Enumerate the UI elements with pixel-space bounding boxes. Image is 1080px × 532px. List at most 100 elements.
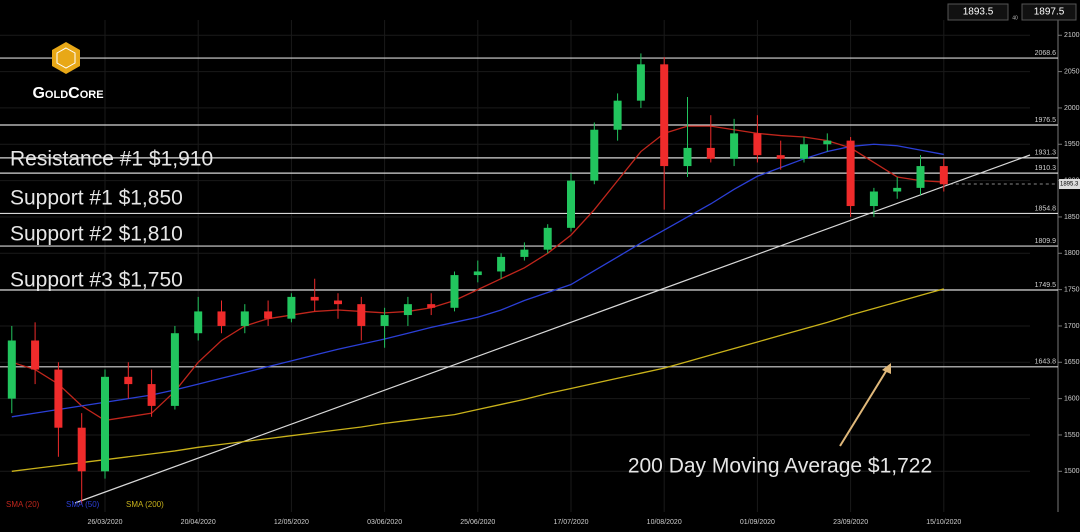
x-tick-label: 17/07/2020 — [553, 519, 588, 526]
level-label: 1809.9 — [1035, 238, 1057, 245]
y-tick-label: 1850.0 — [1064, 214, 1080, 221]
candle-body — [310, 296, 319, 301]
annotation: Support #3 $1,750 — [10, 269, 183, 292]
candle-body — [240, 311, 249, 326]
candle-body — [403, 304, 412, 316]
candle-body — [753, 133, 762, 156]
annotation: Support #1 $1,850 — [10, 187, 183, 210]
series — [11, 125, 944, 472]
y-tick-label: 1750.0 — [1064, 286, 1080, 293]
candle-body — [7, 340, 16, 399]
candle-body — [683, 147, 692, 167]
annotation-arrow — [839, 367, 889, 447]
level-label: 1976.5 — [1035, 117, 1057, 124]
x-tick-label: 10/08/2020 — [647, 519, 682, 526]
candle-body — [427, 304, 436, 308]
candle-body — [31, 340, 40, 370]
candle-body — [124, 376, 133, 385]
last-price-label: 1895.3 — [1060, 182, 1079, 188]
ask-box — [1021, 3, 1077, 21]
arrow-head — [882, 363, 891, 374]
candle-body — [194, 311, 203, 334]
x-tick-label: 03/06/2020 — [367, 519, 402, 526]
candle-body — [660, 64, 669, 167]
bid: 1893.5 — [963, 7, 994, 18]
y-tick-label: 1550.0 — [1064, 432, 1080, 439]
level-label: 1749.5 — [1035, 282, 1057, 289]
level-label: 1910.3 — [1035, 165, 1057, 172]
bid-box — [947, 3, 1009, 21]
candle-body — [776, 155, 785, 159]
sma-line — [11, 125, 944, 422]
x-tick-label: 26/03/2020 — [87, 519, 122, 526]
annotation: 200 Day Moving Average $1,722 — [628, 455, 932, 478]
annotation: Support #2 $1,810 — [10, 223, 183, 246]
level-label: 1854.8 — [1035, 205, 1057, 212]
candle-body — [706, 147, 715, 159]
y-tick-label: 2100.0 — [1064, 32, 1080, 39]
candles — [7, 53, 948, 505]
candle-body — [939, 166, 948, 185]
logo-text: GoldCore — [32, 85, 103, 102]
candle-body — [567, 180, 575, 228]
candle-body — [77, 427, 86, 472]
candle-body — [800, 144, 808, 159]
y-tick-label: 1650.0 — [1064, 359, 1080, 366]
annotation: Resistance #1 $1,910 — [10, 148, 213, 171]
level-label: 1931.3 — [1035, 150, 1057, 157]
candle-body — [613, 100, 622, 130]
y-tick-label: 1500.0 — [1064, 468, 1080, 475]
level-label: 2068.6 — [1035, 50, 1057, 57]
y-tick-label: 1950.0 — [1064, 141, 1080, 148]
candle-body — [543, 227, 552, 250]
candle-body — [473, 271, 482, 276]
candle-body — [217, 311, 226, 326]
candle-body — [869, 191, 878, 207]
candle-body — [846, 140, 855, 207]
candle-body — [730, 133, 739, 159]
ask: 1897.5 — [1034, 7, 1065, 18]
candle-body — [264, 311, 273, 319]
sma-line — [11, 143, 944, 418]
candle-body — [823, 140, 832, 145]
candle-body — [380, 315, 389, 326]
logo: GoldCore — [32, 42, 104, 102]
y-tick-label: 1600.0 — [1064, 395, 1080, 402]
candle-body — [450, 275, 459, 308]
legend-entry: SMA (50) — [66, 500, 100, 509]
x-tick-label: 25/06/2020 — [460, 519, 495, 526]
logo-hexagon — [52, 42, 80, 74]
candle-body — [590, 129, 599, 181]
candle-body — [170, 333, 179, 406]
candle-body — [520, 249, 529, 257]
labels: 1500.0 1550.0 1600.0 1650.0 1700.0 1750.0 1800… — [6, 32, 1080, 526]
legend-entry: SMA (200) — [126, 500, 164, 509]
sma-line — [11, 288, 944, 472]
candle-body — [916, 166, 925, 188]
legend-entry: SMA (20) — [6, 500, 40, 509]
candle-body — [101, 376, 109, 472]
x-tick-label: 12/05/2020 — [274, 519, 309, 526]
x-tick-label: 20/04/2020 — [181, 519, 216, 526]
last-price-box — [1059, 179, 1080, 190]
quote-size: 40 — [1012, 15, 1018, 21]
y-tick-label: 1800.0 — [1064, 250, 1080, 257]
candle-body — [334, 300, 342, 305]
levels — [0, 57, 1058, 368]
y-tick-label: 2050.0 — [1064, 68, 1080, 75]
candle-body — [287, 296, 296, 319]
x-tick-label: 15/10/2020 — [926, 519, 961, 526]
candle-body — [636, 64, 645, 101]
candle-body — [357, 304, 366, 326]
level-label: 1643.8 — [1035, 359, 1057, 366]
candle-body — [54, 369, 63, 428]
logo-cube — [56, 47, 76, 69]
candle-body — [147, 384, 156, 406]
candle-body — [893, 187, 902, 192]
y-tick-label: 1700.0 — [1064, 323, 1080, 330]
candle-body — [497, 256, 506, 272]
trendline — [74, 154, 1031, 504]
